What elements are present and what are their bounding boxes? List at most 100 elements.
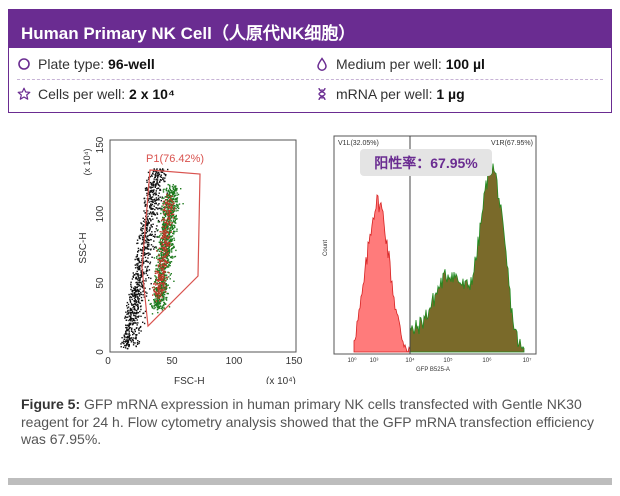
scatter-point [137,315,139,318]
scatter-point [168,196,170,198]
scatter-point [171,210,173,212]
scatter-point [170,212,172,215]
scatter-point [170,217,173,219]
scatter-point [133,332,135,334]
scatter-point [160,247,163,250]
scatter-point [158,301,161,303]
scatter-point [135,317,138,319]
scatter-point [131,327,133,329]
scatter-point [165,250,168,252]
scatter-point [144,235,147,237]
scatter-point [162,262,164,265]
scatter-point [139,293,141,296]
scatter-point [139,302,141,304]
scatter-point [130,322,132,324]
scatter-point [126,313,128,315]
scatter-point [135,276,137,278]
scatter-point [160,212,162,215]
scatter-x-tick: 100 [226,356,243,367]
scatter-point [156,212,158,214]
scatter-point [168,228,170,230]
dna-icon [318,87,326,101]
scatter-point [136,343,139,345]
scatter-point [161,296,163,298]
scatter-point [157,259,159,261]
scatter-point [129,308,132,310]
scatter-point [161,282,163,284]
scatter-point [173,256,175,258]
scatter-point [172,211,174,213]
scatter-point [140,270,142,272]
scatter-point [151,213,153,215]
scatter-point [161,234,164,237]
scatter-point [145,247,147,250]
scatter-point [156,305,158,307]
scatter-point [164,253,166,255]
scatter-point [141,299,144,302]
scatter-point [158,290,160,292]
scatter-point [145,278,147,280]
scatter-point [155,276,157,278]
scatter-point [134,329,136,331]
scatter-point [165,296,167,299]
info-divider [17,79,603,80]
scatter-point [125,319,127,321]
scatter-point [149,288,151,290]
scatter-point [140,330,142,332]
scatter-point [168,221,170,223]
scatter-point [159,286,162,289]
scatter-point [146,229,148,232]
scatter-point [149,253,151,255]
scatter-point [166,222,168,224]
scatter-point [154,287,156,289]
scatter-point [140,249,142,252]
scatter-point [171,190,173,192]
scatter-point [136,309,138,312]
scatter-point [151,305,153,307]
histogram-x-tick: 10³ [370,358,379,364]
scatter-point [169,242,171,244]
scatter-point [137,305,139,307]
scatter-point [144,234,147,236]
scatter-point [150,200,152,203]
scatter-point [175,190,177,192]
scatter-point [159,189,162,191]
scatter-point [166,193,168,196]
scatter-point [157,288,160,291]
scatter-point [159,264,161,267]
scatter-point [150,224,152,226]
scatter-point [143,280,145,282]
scatter-point [143,273,145,275]
scatter-point [161,294,163,296]
scatter-point [130,281,132,283]
scatter-point [127,341,130,343]
scatter-point [138,237,141,239]
scatter-point [176,194,178,196]
scatter-point [167,218,169,220]
caption-text: GFP mRNA expression in human primary NK … [21,396,594,447]
scatter-point [161,309,164,311]
scatter-point [146,224,149,227]
scatter-point [150,186,152,189]
scatter-point [165,291,167,293]
scatter-point [162,281,164,283]
scatter-point [160,279,163,281]
scatter-point [176,218,178,220]
scatter-point [158,303,160,305]
scatter-point [170,224,172,227]
scatter-point [159,284,161,286]
scatter-point [171,226,173,228]
scatter-point [157,195,160,197]
scatter-point [153,213,156,215]
scatter-point [145,203,147,206]
scatter-point [140,229,142,231]
scatter-point [172,201,174,203]
scatter-point [140,243,143,245]
scatter-point [167,183,169,186]
scatter-point [167,202,169,205]
scatter-point [167,222,169,225]
scatter-point [162,273,164,276]
scatter-point [152,294,154,296]
scatter-point [164,203,166,205]
scatter-point [136,334,138,336]
